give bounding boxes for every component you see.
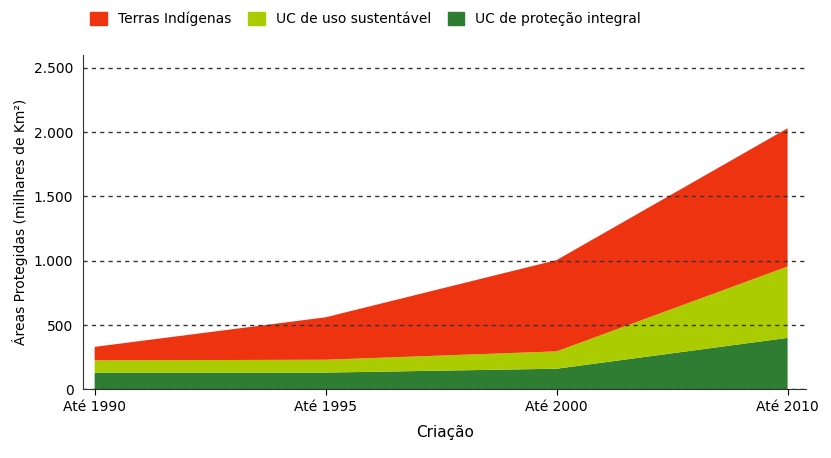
Y-axis label: Áreas Protegidas (milhares de Km²): Áreas Protegidas (milhares de Km²) <box>12 99 28 345</box>
X-axis label: Criação: Criação <box>416 425 474 440</box>
Legend: Terras Indígenas, UC de uso sustentável, UC de proteção integral: Terras Indígenas, UC de uso sustentável,… <box>90 12 641 26</box>
